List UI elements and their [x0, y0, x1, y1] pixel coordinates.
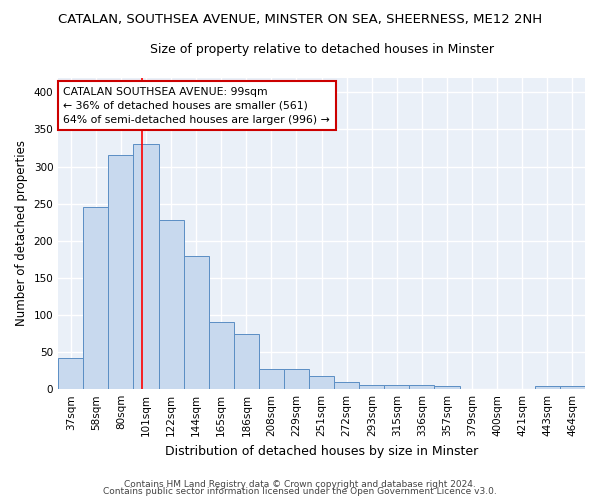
Bar: [209, 322, 234, 389]
Bar: [334, 382, 359, 389]
Bar: [309, 376, 334, 389]
Text: CATALAN SOUTHSEA AVENUE: 99sqm
← 36% of detached houses are smaller (561)
64% of: CATALAN SOUTHSEA AVENUE: 99sqm ← 36% of …: [64, 87, 330, 125]
Bar: [259, 369, 284, 389]
Bar: [284, 369, 309, 389]
Bar: [434, 386, 460, 389]
Bar: [58, 358, 83, 389]
X-axis label: Distribution of detached houses by size in Minster: Distribution of detached houses by size …: [165, 444, 478, 458]
Bar: [535, 386, 560, 389]
Bar: [385, 384, 409, 389]
Text: CATALAN, SOUTHSEA AVENUE, MINSTER ON SEA, SHEERNESS, ME12 2NH: CATALAN, SOUTHSEA AVENUE, MINSTER ON SEA…: [58, 12, 542, 26]
Y-axis label: Number of detached properties: Number of detached properties: [15, 140, 28, 326]
Bar: [359, 386, 385, 389]
Bar: [184, 256, 209, 389]
Bar: [234, 334, 259, 389]
Title: Size of property relative to detached houses in Minster: Size of property relative to detached ho…: [149, 42, 494, 56]
Bar: [409, 386, 434, 389]
Bar: [83, 208, 109, 389]
Bar: [133, 144, 158, 389]
Text: Contains HM Land Registry data © Crown copyright and database right 2024.: Contains HM Land Registry data © Crown c…: [124, 480, 476, 489]
Bar: [158, 220, 184, 389]
Bar: [560, 386, 585, 389]
Bar: [109, 156, 133, 389]
Text: Contains public sector information licensed under the Open Government Licence v3: Contains public sector information licen…: [103, 487, 497, 496]
